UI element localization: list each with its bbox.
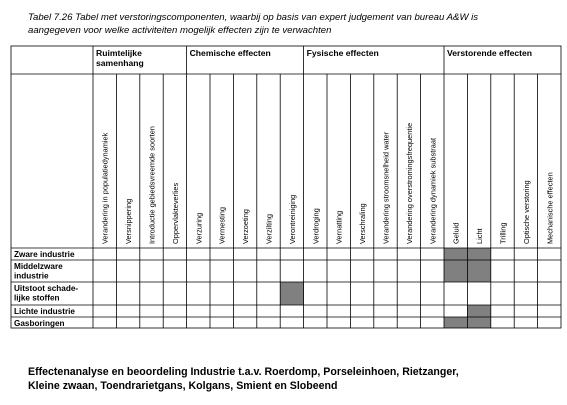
- marked-cell-lichte-industrie-licht: [467, 305, 491, 317]
- column-header-verzuring: Verzuring: [194, 213, 203, 244]
- group-header-chemische-effecten: Chemische effecten: [190, 48, 271, 58]
- marked-cell-middelzware-industrie-geluid: [444, 260, 468, 282]
- column-header-verandering-overstromingsfrequentie: Verandering overstromingsfrequentie: [405, 123, 414, 244]
- table-caption: Tabel 7.26 Tabel met verstoringscomponen…: [28, 12, 548, 37]
- table-border: [10, 45, 562, 329]
- group-header-verstorende-effecten: Verstorende effecten: [447, 48, 532, 58]
- caption-line-2: aangegeven voor welke activiteiten mogel…: [28, 24, 332, 36]
- column-header-vermesting: Vermesting: [218, 207, 227, 244]
- column-header-optische-verstoring: Optische verstoring: [522, 180, 531, 244]
- marked-cell-uitstoot-schade-lijke-stoffen-verontreiniging: [280, 282, 304, 305]
- column-header-verontreiniging: Verontreiniging: [288, 195, 297, 244]
- column-header-introductie-gebiedsvreemde-soorten: Introductie gebiedsvreemde soorten: [148, 126, 157, 244]
- column-header-oppervlakteverlies: Oppervlakteverlies: [171, 182, 180, 244]
- section-heading: Effectenanalyse en beoordeling Industrie…: [28, 366, 558, 393]
- group-header-ruimtelijke-samenhang: Ruimtelijke samenhang: [96, 48, 144, 68]
- column-header-mechanische-effecten: Mechanische effecten: [545, 172, 554, 244]
- column-header-verandering-in-populatiedynamiek: Verandering in populatiedynamiek: [101, 132, 110, 244]
- marked-cell-gasboringen-geluid: [444, 317, 468, 328]
- column-header-verandering-stroomsnelheid-water: Verandering stroomsnelheid water: [382, 131, 391, 244]
- column-header-verzilting: Verzilting: [265, 214, 274, 244]
- section-heading-line-1: Effectenanalyse en beoordeling Industrie…: [28, 366, 459, 378]
- row-label-middelzware-industrie: Middelzware industrie: [14, 262, 63, 281]
- column-header-verzoeting: Verzoeting: [241, 209, 250, 244]
- row-label-gasboringen: Gasboringen: [14, 319, 65, 328]
- column-header-verandering-dynamiek-substraat: Verandering dynamiek substraat: [428, 138, 437, 244]
- column-header-verschraling: Verschraling: [358, 203, 367, 244]
- column-header-vernatting: Vernatting: [335, 211, 344, 244]
- group-header-fysische-effecten: Fysische effecten: [307, 48, 379, 58]
- row-label-zware-industrie: Zware industrie: [14, 250, 75, 259]
- marked-cell-zware-industrie-geluid: [444, 248, 468, 260]
- marked-cell-middelzware-industrie-licht: [467, 260, 491, 282]
- column-header-verdroging: Verdroging: [311, 208, 320, 244]
- marked-cell-zware-industrie-licht: [467, 248, 491, 260]
- column-header-versnippering: Versnippering: [124, 199, 133, 244]
- marked-cell-gasboringen-licht: [467, 317, 491, 328]
- section-heading-line-2: Kleine zwaan, Toendrarietgans, Kolgans, …: [28, 379, 338, 392]
- caption-line-1: Tabel 7.26 Tabel met verstoringscomponen…: [28, 12, 479, 23]
- column-header-trilling: Trilling: [499, 223, 508, 245]
- column-header-licht: Licht: [475, 228, 484, 244]
- row-label-uitstoot-schade-lijke-stoffen: Uitstoot schade-lijke stoffen: [14, 284, 78, 303]
- row-label-lichte-industrie: Lichte industrie: [14, 307, 75, 316]
- column-header-geluid: Geluid: [452, 223, 461, 244]
